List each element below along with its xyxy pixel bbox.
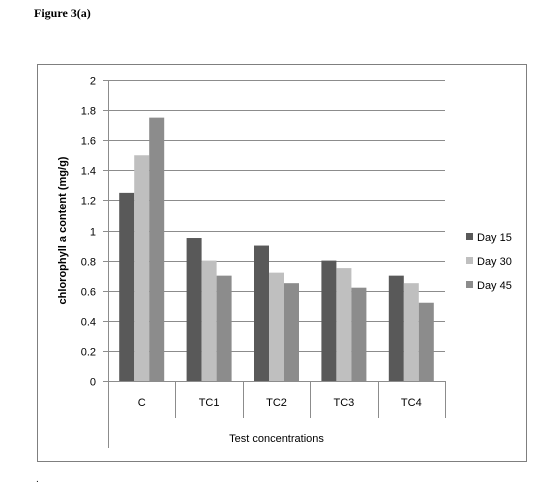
y-axis-title: chlorophyll a content (mg/g) bbox=[57, 156, 69, 304]
bar bbox=[186, 238, 202, 381]
legend-label: Day 30 bbox=[477, 256, 512, 268]
bar bbox=[284, 283, 299, 381]
x-axis-title: Test concentrations bbox=[229, 433, 324, 445]
y-tick-label: 0.4 bbox=[81, 317, 96, 329]
bar bbox=[321, 260, 337, 381]
bar bbox=[388, 275, 404, 381]
x-tick-label: C bbox=[138, 397, 146, 409]
y-tick-label: 1.2 bbox=[81, 196, 96, 208]
bar bbox=[351, 287, 367, 381]
legend-swatch bbox=[466, 257, 473, 264]
x-tick-label: TC2 bbox=[266, 397, 287, 409]
bar bbox=[216, 275, 232, 381]
x-tick-label: TC1 bbox=[199, 397, 220, 409]
y-tick-label: 0 bbox=[90, 377, 96, 389]
y-tick-label: 0.2 bbox=[81, 347, 96, 359]
legend-swatch bbox=[466, 281, 473, 288]
y-tick-label: 2 bbox=[90, 76, 96, 88]
trailing-mark: . bbox=[36, 474, 39, 485]
legend-label: Day 45 bbox=[477, 280, 512, 292]
bar bbox=[119, 192, 135, 381]
bar bbox=[201, 260, 217, 381]
x-tick-label: TC4 bbox=[401, 397, 422, 409]
bar bbox=[269, 272, 284, 381]
tick-labels: 0 0.2 0.4 0.6 0.8 1 1.2 1.4 1.6 1.8 2 C TC1 TC2 TC3 TC4 bbox=[81, 76, 422, 410]
x-tick-label: TC3 bbox=[334, 397, 355, 409]
y-tick-label: 1.8 bbox=[81, 106, 96, 118]
axes bbox=[103, 80, 446, 448]
bar bbox=[336, 268, 352, 381]
legend: Day 15 Day 30 Day 45 bbox=[466, 232, 512, 292]
y-tick-label: 1.6 bbox=[81, 136, 96, 148]
bar bbox=[254, 245, 269, 381]
y-tick-label: 1.4 bbox=[81, 166, 96, 178]
y-tick-label: 1 bbox=[90, 227, 96, 239]
legend-label: Day 15 bbox=[477, 232, 512, 244]
y-tick-label: 0.6 bbox=[81, 287, 96, 299]
legend-swatch bbox=[466, 233, 473, 240]
bar bbox=[134, 155, 150, 381]
bar bbox=[418, 302, 434, 381]
bar bbox=[403, 283, 419, 381]
y-tick-label: 0.8 bbox=[81, 257, 96, 269]
bar bbox=[149, 117, 165, 381]
figure-label: Figure 3(a) bbox=[34, 6, 91, 20]
bars bbox=[119, 117, 434, 381]
